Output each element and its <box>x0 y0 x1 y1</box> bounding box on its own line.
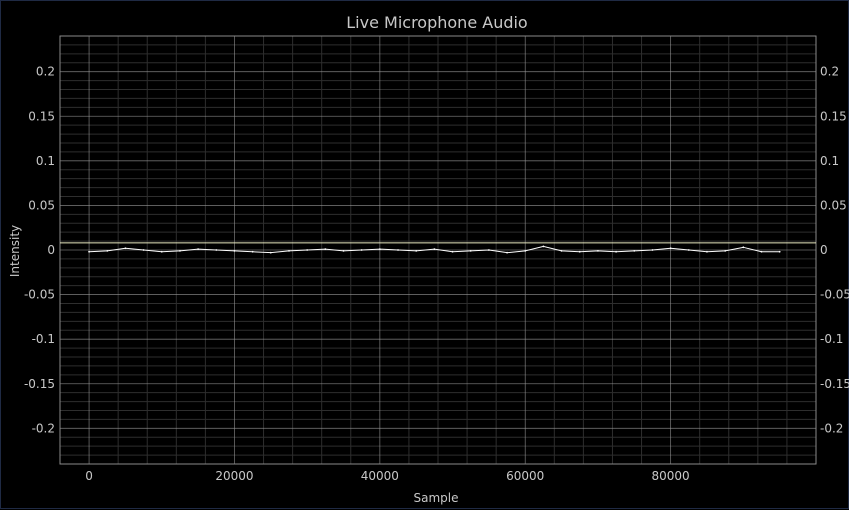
data-point <box>560 249 563 252</box>
data-point <box>487 249 490 251</box>
y-tick-label-left: 0.1 <box>36 154 55 168</box>
y-tick-labels-left: 0.2 0.15 0.1 0.05 0 -0.05 -0.1 -0.15 -0.2 <box>24 65 55 436</box>
data-point <box>251 250 254 253</box>
data-point <box>269 251 272 254</box>
y-tick-label-right: 0.15 <box>820 109 847 123</box>
data-point <box>324 248 327 251</box>
data-point <box>160 250 163 253</box>
data-point <box>506 251 508 254</box>
data-point <box>106 249 109 252</box>
data-point <box>597 249 599 252</box>
data-point <box>142 249 145 251</box>
data-point <box>88 250 90 253</box>
y-tick-label-left: -0.2 <box>32 421 55 435</box>
data-point <box>469 249 472 252</box>
data-point <box>742 246 745 249</box>
y-tick-label-left: -0.1 <box>32 332 55 346</box>
y-axis-label: Intensity <box>8 225 22 277</box>
data-point <box>288 249 290 252</box>
data-point <box>342 249 345 252</box>
y-tick-label-right: 0.1 <box>820 154 839 168</box>
y-tick-label-left: 0.2 <box>36 65 55 79</box>
data-point <box>378 248 381 251</box>
data-point <box>397 249 399 251</box>
x-tick-label: 40000 <box>361 469 399 483</box>
data-point <box>233 249 236 252</box>
data-point <box>760 250 763 253</box>
data-point <box>215 249 218 251</box>
data-point <box>306 249 309 251</box>
y-tick-labels-right: 0.2 0.15 0.1 0.05 0 -0.05 -0.1 -0.15 -0.2 <box>820 65 849 436</box>
data-point <box>651 249 654 251</box>
major-grid <box>60 36 816 464</box>
y-tick-label-right: 0 <box>820 243 828 257</box>
y-tick-label-left: 0.15 <box>28 109 55 123</box>
y-tick-label-right: -0.15 <box>820 377 849 391</box>
data-point <box>724 249 727 252</box>
data-point <box>542 245 545 248</box>
data-point <box>433 248 436 251</box>
x-tick-label: 80000 <box>652 469 690 483</box>
x-tick-label: 60000 <box>506 469 544 483</box>
data-point <box>524 249 527 252</box>
data-point <box>706 250 708 253</box>
y-tick-label-right: -0.2 <box>820 421 843 435</box>
data-point <box>615 250 617 253</box>
data-point <box>360 249 363 251</box>
x-tick-labels: 0 20000 40000 60000 80000 <box>85 469 689 483</box>
plot-border <box>59 35 817 465</box>
x-axis-label: Sample <box>414 491 459 505</box>
data-point <box>778 250 781 253</box>
y-tick-label-left: 0 <box>47 243 55 257</box>
data-point <box>633 249 636 252</box>
y-tick-label-left: 0.05 <box>28 198 55 212</box>
series-layer <box>88 245 781 254</box>
data-point <box>669 247 672 250</box>
data-point <box>197 248 200 251</box>
y-tick-label-right: 0.2 <box>820 65 839 79</box>
data-point <box>124 247 127 250</box>
x-tick-label: 0 <box>85 469 93 483</box>
data-point <box>179 249 181 252</box>
y-tick-label-left: -0.05 <box>24 288 55 302</box>
x-tick-label: 20000 <box>215 469 253 483</box>
chart-title: Live Microphone Audio <box>346 13 527 32</box>
y-tick-label-left: -0.15 <box>24 377 55 391</box>
data-point <box>578 250 581 253</box>
data-point <box>451 250 454 253</box>
y-tick-label-right: 0.05 <box>820 198 847 212</box>
data-point <box>415 249 418 252</box>
y-tick-label-right: -0.1 <box>820 332 843 346</box>
data-point <box>687 249 690 251</box>
y-tick-label-right: -0.05 <box>820 288 849 302</box>
